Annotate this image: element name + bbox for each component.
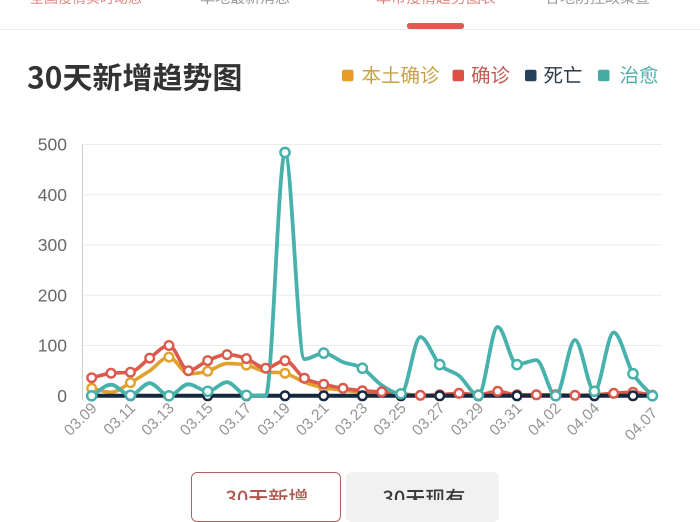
svg-text:03.13: 03.13 bbox=[138, 400, 177, 439]
svg-text:04.02: 04.02 bbox=[525, 400, 564, 439]
svg-text:03.11: 03.11 bbox=[101, 400, 140, 439]
svg-text:03.27: 03.27 bbox=[409, 400, 448, 439]
svg-text:03.21: 03.21 bbox=[293, 400, 332, 439]
svg-text:04.07: 04.07 bbox=[622, 405, 661, 444]
svg-text:0: 0 bbox=[57, 386, 67, 406]
svg-text:400: 400 bbox=[38, 185, 67, 205]
svg-text:03.25: 03.25 bbox=[370, 400, 409, 439]
svg-text:500: 500 bbox=[38, 135, 67, 155]
svg-text:04.04: 04.04 bbox=[564, 400, 604, 440]
svg-text:200: 200 bbox=[38, 285, 67, 305]
svg-text:300: 300 bbox=[38, 235, 67, 255]
svg-text:03.29: 03.29 bbox=[448, 400, 487, 439]
svg-text:03.23: 03.23 bbox=[332, 400, 371, 439]
svg-text:03.15: 03.15 bbox=[177, 400, 216, 439]
svg-text:03.17: 03.17 bbox=[216, 400, 255, 439]
svg-text:100: 100 bbox=[38, 336, 67, 356]
svg-text:03.19: 03.19 bbox=[254, 400, 293, 439]
svg-text:03.31: 03.31 bbox=[486, 400, 525, 439]
